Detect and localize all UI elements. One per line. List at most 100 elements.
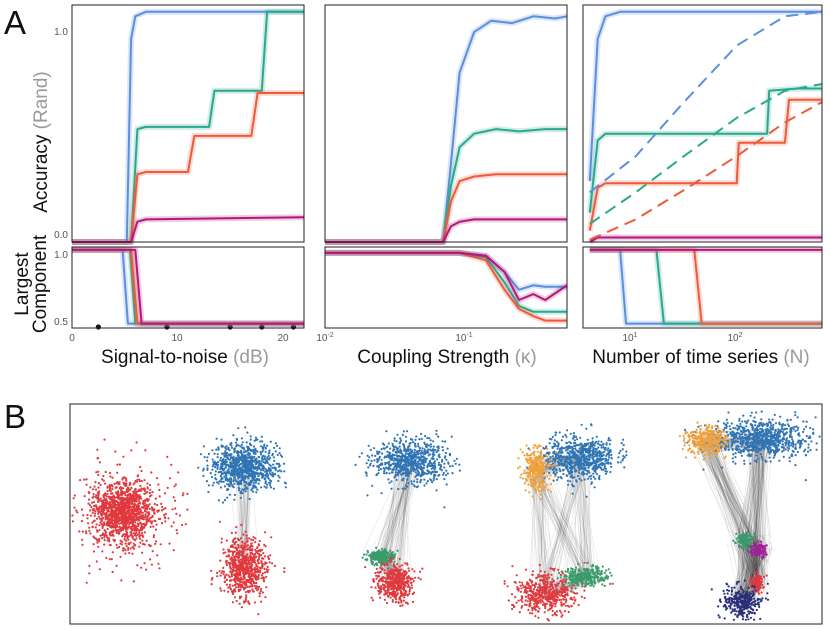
network-node	[435, 489, 438, 492]
network-node	[278, 476, 281, 479]
network-node	[229, 588, 232, 591]
network-node	[144, 499, 147, 503]
network-node	[259, 569, 262, 573]
network-node	[147, 505, 150, 508]
network-node	[395, 465, 398, 468]
network-node	[254, 471, 257, 474]
network-node	[258, 540, 261, 543]
network-node	[423, 472, 426, 475]
network-node	[269, 440, 272, 443]
network-node	[249, 438, 252, 441]
network-node	[437, 461, 441, 464]
network-node	[365, 553, 368, 556]
network-node	[104, 518, 107, 521]
network-node	[438, 473, 441, 476]
network-node	[100, 512, 103, 515]
network-node	[417, 576, 420, 580]
network-node	[238, 589, 241, 592]
network-node	[255, 581, 258, 585]
network-node	[99, 497, 102, 500]
network-node	[121, 499, 124, 502]
network-node	[133, 488, 136, 491]
network-node	[222, 452, 225, 455]
network-node	[397, 463, 400, 466]
network-node	[220, 438, 223, 441]
network-node	[168, 542, 171, 545]
network-node	[210, 569, 213, 572]
network-node	[378, 451, 381, 454]
network-node	[413, 484, 416, 487]
network-node	[243, 600, 246, 603]
network-node	[130, 522, 133, 525]
network-node	[136, 525, 139, 528]
network-node	[231, 570, 234, 573]
network-node	[387, 595, 390, 598]
network-node	[259, 590, 262, 593]
network-node	[114, 500, 118, 503]
network-node	[448, 453, 451, 456]
network-node	[248, 497, 251, 501]
network-node	[393, 569, 396, 572]
network-node	[445, 469, 448, 472]
network-node	[386, 589, 390, 592]
network-node	[111, 570, 114, 574]
network-node	[379, 577, 382, 581]
network-node	[254, 436, 258, 439]
network-node	[259, 592, 262, 595]
network-node	[161, 505, 164, 508]
network-node	[445, 458, 448, 461]
network-node	[251, 573, 254, 576]
network-node	[393, 560, 396, 563]
network-node	[245, 472, 248, 475]
network-node	[429, 443, 432, 446]
network-node	[252, 486, 255, 489]
network-node	[127, 548, 130, 551]
network-node	[226, 471, 229, 474]
network-node	[404, 562, 407, 565]
network-node	[363, 553, 366, 556]
network-node	[110, 526, 113, 529]
network-node	[377, 469, 380, 472]
network-node	[401, 604, 404, 607]
network-node	[380, 448, 383, 451]
network-node	[150, 506, 153, 509]
network-node	[176, 532, 179, 535]
network-node	[109, 495, 112, 499]
network-node	[267, 481, 271, 484]
network-node	[410, 466, 413, 469]
network-node	[138, 489, 142, 492]
network-node	[103, 539, 106, 542]
network-node	[410, 482, 413, 485]
network-node	[396, 586, 399, 589]
network-node	[116, 503, 119, 506]
network-node	[264, 477, 267, 480]
network-node	[278, 452, 281, 455]
network-node	[110, 508, 113, 511]
network-node	[157, 562, 160, 565]
network-node	[120, 579, 123, 582]
network-node	[414, 471, 417, 474]
network-node	[451, 472, 454, 475]
xlabel-coupling: Coupling Strength (κ)	[357, 347, 537, 368]
network-node	[237, 578, 240, 581]
network-node	[155, 523, 158, 526]
network-node	[238, 549, 241, 552]
network-node	[407, 482, 410, 485]
network-node	[386, 580, 389, 583]
network-node	[397, 455, 400, 458]
network-node	[122, 505, 125, 508]
network-node	[227, 468, 230, 471]
network-node	[114, 450, 117, 453]
network-node	[266, 483, 269, 486]
network-node	[87, 502, 90, 505]
network-node	[184, 523, 187, 526]
network-node	[274, 442, 277, 445]
network-node	[271, 562, 274, 565]
network-node	[225, 460, 228, 463]
network-node	[227, 574, 230, 577]
network-node	[400, 564, 403, 567]
network-node	[271, 452, 274, 456]
network-node	[145, 539, 148, 542]
network-node	[153, 519, 156, 523]
network-node	[173, 499, 177, 502]
